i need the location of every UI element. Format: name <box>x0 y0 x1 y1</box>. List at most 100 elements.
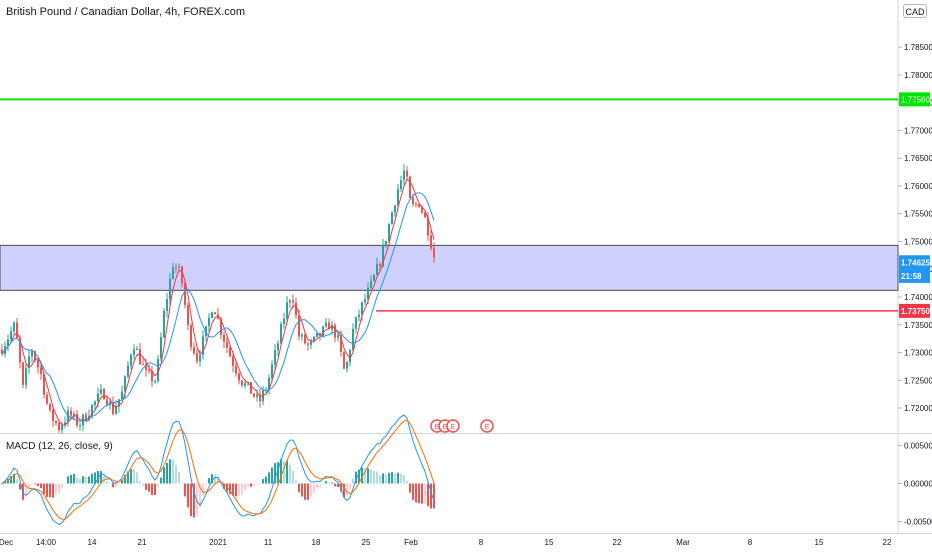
candle-body <box>301 334 303 337</box>
time-tick-label: 14 <box>88 538 97 547</box>
candle-body <box>235 365 237 374</box>
macd-histogram-bar <box>151 483 153 495</box>
candle-body <box>337 335 339 338</box>
candle-body <box>343 351 345 369</box>
time-tick-label: Feb <box>404 538 418 547</box>
candle-body <box>196 353 198 362</box>
macd-histogram-bar <box>172 459 174 484</box>
macd-histogram-bar <box>388 472 390 484</box>
event-marker-label: E <box>485 424 490 431</box>
macd-histogram-bar <box>427 483 429 507</box>
price-tick-label: 1.78500 <box>904 43 932 52</box>
macd-histogram-bar <box>235 483 237 497</box>
candle-body <box>70 410 72 416</box>
candle-body <box>298 315 300 337</box>
support-price-label-bg <box>899 303 930 318</box>
candle-body <box>61 425 63 431</box>
candle-body <box>241 380 243 386</box>
chart-title: British Pound / Canadian Dollar, 4h, FOR… <box>6 6 246 18</box>
candle-body <box>397 189 399 206</box>
candle-body <box>211 312 213 318</box>
macd-histogram-bar <box>415 483 417 503</box>
macd-histogram-bar <box>379 475 381 484</box>
candle-body <box>46 394 48 404</box>
candle-body <box>421 207 423 213</box>
candle-body <box>148 370 150 372</box>
event-marker-icon <box>480 419 494 433</box>
macd-histogram-bar <box>145 483 147 490</box>
macd-histogram-bar <box>349 483 351 489</box>
macd-histogram-bar <box>277 462 279 484</box>
macd-histogram-bar <box>271 467 273 484</box>
macd-histogram-bar <box>148 483 150 492</box>
macd-histogram-bar <box>13 473 15 484</box>
macd-histogram-bar <box>46 483 48 497</box>
macd-histogram-bar <box>325 481 327 484</box>
macd-histogram-bar <box>361 467 363 484</box>
candle-body <box>292 300 294 303</box>
candle-body <box>166 299 168 311</box>
macd-histogram-bar <box>55 483 57 496</box>
candle-body <box>403 170 405 181</box>
candle-body <box>325 322 327 327</box>
macd-histogram-bar <box>274 463 276 484</box>
macd-histogram-bar <box>127 471 129 484</box>
candle-body <box>418 204 420 208</box>
candle-body <box>328 322 330 330</box>
candle-body <box>367 288 369 300</box>
candle-body <box>115 406 117 414</box>
time-tick-label: Mar <box>676 538 690 547</box>
macd-histogram-bar <box>214 474 216 484</box>
macd-histogram-bar <box>40 483 42 489</box>
time-tick-label: 21 <box>138 538 147 547</box>
macd-histogram-bar <box>64 483 66 485</box>
candle-body <box>274 350 276 365</box>
candle-body <box>355 317 357 329</box>
candle-body <box>427 217 429 236</box>
candle-body <box>376 263 378 275</box>
candle-body <box>103 389 105 400</box>
macd-tick-label: 0.00000 <box>904 480 932 489</box>
last-price-label-bg <box>899 255 930 270</box>
support-price-label: 1.73750 <box>901 307 930 316</box>
macd-histogram-bar <box>385 474 387 484</box>
candle-body <box>106 399 108 406</box>
time-tick-label: 18 <box>312 538 321 547</box>
macd-histogram-bar <box>205 483 207 486</box>
macd-histogram-bar <box>16 479 18 484</box>
candle-body <box>334 325 336 338</box>
currency-button[interactable]: CAD <box>903 4 927 18</box>
candle-body <box>283 318 285 324</box>
candle-body <box>145 364 147 371</box>
candle-body <box>172 267 174 279</box>
candle-body <box>19 338 21 363</box>
time-tick-label: 25 <box>362 538 371 547</box>
price-axis: 1.785001.780001.775001.770001.765001.760… <box>898 43 932 527</box>
candle-body <box>100 389 102 394</box>
candle-body <box>40 367 42 375</box>
candle-body <box>289 300 291 303</box>
macd-histogram-bar <box>199 483 201 509</box>
macd-histogram-bar <box>250 483 252 487</box>
macd-histogram-bar <box>184 483 186 497</box>
macd-histogram-bar <box>268 472 270 484</box>
candle-body <box>130 354 132 366</box>
candle-body <box>259 394 261 402</box>
macd-histogram-bar <box>322 483 324 485</box>
price-tick-label: 1.74000 <box>904 293 932 302</box>
macd-histogram-bar <box>106 481 108 484</box>
macd-histogram-bar <box>262 479 264 484</box>
macd-histogram-bar <box>163 467 165 484</box>
macd-histogram-bar <box>61 483 63 489</box>
macd-histogram-bar <box>196 483 198 516</box>
candle-body <box>64 422 66 426</box>
macd-histogram-bar <box>232 483 234 496</box>
macd-histogram-bar <box>301 483 303 497</box>
candle-body <box>382 245 384 267</box>
candle-body <box>409 176 411 198</box>
macd-histogram-bar <box>229 483 231 495</box>
macd-histogram-bar <box>382 473 384 484</box>
macd-histogram-bar <box>400 473 402 484</box>
